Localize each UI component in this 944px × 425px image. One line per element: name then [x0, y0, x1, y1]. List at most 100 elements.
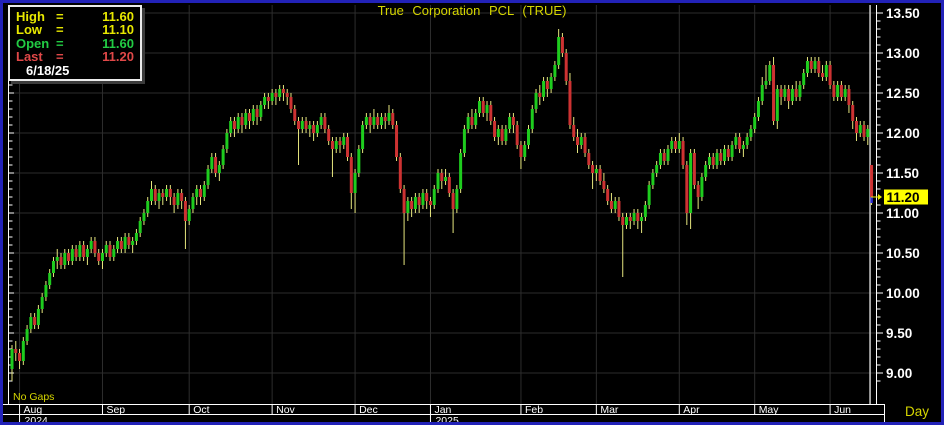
candle-body — [477, 101, 481, 113]
candle-body — [364, 117, 368, 125]
candle-body — [474, 113, 478, 125]
candle-body — [357, 149, 361, 173]
timeframe-label[interactable]: Day — [904, 404, 929, 419]
candle-body — [172, 197, 176, 205]
candle-body — [704, 165, 708, 177]
last-price-badge-text: 11.20 — [887, 190, 920, 205]
candle-body — [248, 113, 252, 121]
candle-body — [496, 129, 500, 137]
month-label[interactable]: May — [759, 404, 780, 416]
candle-body — [236, 117, 240, 129]
candle-body — [229, 121, 233, 133]
candle-body — [93, 241, 97, 253]
candle-body — [319, 117, 323, 125]
candle-body — [180, 193, 184, 201]
candle-body — [504, 129, 508, 141]
last-close-tick — [870, 197, 873, 203]
candle-body — [866, 129, 870, 137]
candle-body — [376, 117, 380, 125]
candle-body — [662, 153, 666, 161]
month-label[interactable]: Jan — [434, 404, 451, 416]
candle-body — [779, 89, 783, 97]
candle-body — [176, 193, 180, 205]
candle-body — [308, 125, 312, 129]
candle-body — [817, 61, 821, 73]
candle-body — [195, 189, 199, 197]
candle-body — [621, 217, 625, 225]
candle-body — [274, 93, 278, 97]
info-label: Last — [16, 49, 43, 65]
last-price-badge — [884, 189, 928, 205]
price-axis-label: 11.00 — [886, 206, 919, 221]
candle-body — [447, 177, 451, 193]
candle-body — [647, 185, 651, 205]
candle-body — [18, 353, 22, 361]
candle-body — [221, 149, 225, 165]
candle-body — [440, 173, 444, 181]
candle-body — [14, 349, 18, 353]
month-label[interactable]: Apr — [683, 404, 700, 416]
month-label[interactable]: Nov — [276, 404, 295, 416]
candle-body — [240, 117, 244, 125]
candle-body — [466, 117, 470, 129]
candle-body — [165, 189, 169, 197]
year-label[interactable]: 2024 — [25, 415, 49, 425]
candle-body — [116, 241, 120, 249]
candle-body — [232, 121, 236, 129]
candle-body — [572, 125, 576, 137]
candle-body — [153, 189, 157, 201]
candle-body — [131, 241, 135, 245]
candle-body — [149, 189, 153, 201]
candle-body — [674, 141, 678, 149]
candle-body — [312, 125, 316, 133]
candle-body — [206, 169, 210, 185]
candle-body — [183, 201, 187, 221]
candle-body — [723, 149, 727, 161]
candle-body — [402, 189, 406, 213]
candle-body — [606, 189, 610, 201]
candle-body — [25, 329, 29, 341]
candle-body — [168, 189, 172, 197]
candle-body — [651, 173, 655, 185]
candle-body — [798, 85, 802, 97]
quote-info-box: High = 11.60 Low = 11.10 Open = 11.60 La… — [8, 5, 142, 82]
candle-body — [730, 145, 734, 157]
month-label[interactable]: Dec — [359, 404, 378, 416]
candle-body — [587, 153, 591, 165]
candle-body — [251, 109, 255, 121]
candle-body — [526, 129, 530, 145]
candle-body — [851, 105, 855, 121]
candle-body — [579, 137, 583, 145]
candle-body — [425, 193, 429, 201]
candle-body — [858, 125, 862, 133]
month-label[interactable]: Aug — [24, 404, 43, 416]
month-label[interactable]: Jun — [834, 404, 851, 416]
month-label[interactable]: Mar — [600, 404, 619, 416]
candle-body — [146, 201, 150, 213]
candle-body — [821, 73, 825, 77]
month-label[interactable]: Feb — [525, 404, 543, 416]
candle-body — [640, 217, 644, 221]
candle-body — [692, 153, 696, 185]
candle-body — [756, 101, 760, 117]
candle-body — [451, 193, 455, 209]
price-axis-label: 10.50 — [886, 246, 920, 261]
month-label[interactable]: Sep — [106, 404, 125, 416]
year-label[interactable]: 2025 — [435, 415, 459, 425]
candle-body — [157, 193, 161, 201]
candle-body — [726, 149, 730, 157]
candle-body — [749, 129, 753, 137]
candle-body — [78, 245, 82, 257]
info-row-open: Open = 11.60 — [16, 36, 134, 50]
month-label[interactable]: Oct — [193, 404, 209, 416]
candle-body — [760, 85, 764, 101]
candle-body — [707, 157, 711, 165]
candle-body — [202, 185, 206, 197]
candle-body — [82, 245, 86, 257]
candle-body — [391, 113, 395, 125]
candle-body — [410, 201, 414, 209]
candle-body — [772, 65, 776, 121]
candle-body — [768, 65, 772, 81]
candle-body — [802, 73, 806, 85]
